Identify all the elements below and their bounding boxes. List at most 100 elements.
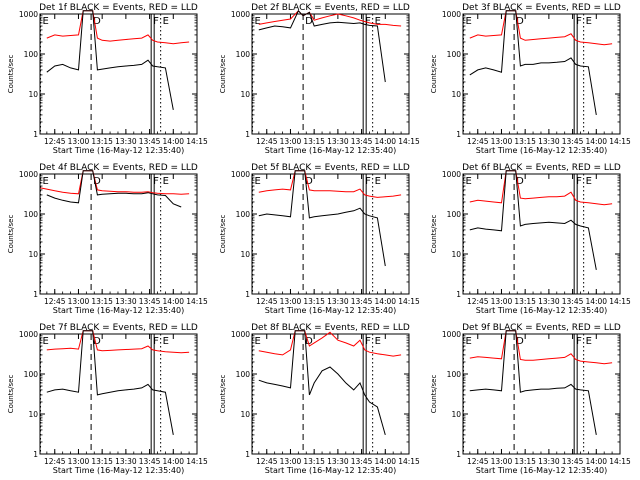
panel-7-xtick-label-1: 13:00 [68, 457, 90, 466]
panel-9-marker-label-3: E [586, 336, 592, 347]
panel-4-xtick-label-5: 14:00 [162, 297, 184, 306]
panel-2-series-black-events [258, 9, 386, 83]
panel-7-ylabel: Counts/sec [7, 375, 15, 414]
panel-8-frame [251, 333, 410, 455]
panel-1-title: Det 1f BLACK = Events, RED = LLD [39, 3, 198, 13]
panel-1-xtick-label-0: 12:45 [44, 137, 66, 146]
panel-1-marker-label-1: D [93, 16, 101, 27]
panel-3-ytick-label-0: 1 [456, 130, 461, 139]
panel-5-ytick-label-2: 100 [236, 210, 251, 219]
panel-6-series-black-events [469, 170, 597, 270]
panel-6-xlabel: Start Time (16-May-12 12:35:40) [476, 306, 607, 315]
panel-4-marker-label-1: D [93, 176, 101, 187]
panel-1-ytick-label-3: 1000 [19, 10, 38, 19]
panel-4-frame [39, 173, 198, 295]
panel-2-ytick-label-1: 10 [240, 90, 250, 99]
panel-5-xtick-label-1: 13:00 [280, 297, 302, 306]
panel-7-frame [39, 333, 198, 455]
panel-1-ytick-label-2: 100 [24, 50, 39, 59]
panel-4-title: Det 4f BLACK = Events, RED = LLD [39, 163, 198, 173]
panel-5-marker-label-1: D [305, 176, 313, 187]
panel-1-xtick-label-3: 13:30 [115, 137, 137, 146]
panel-2-series-red-lld [258, 10, 402, 27]
panel-9-marker-label-2: F [576, 336, 582, 347]
panel-7-marker-label-1: D [93, 336, 101, 347]
panel-9-ytick-label-0: 1 [456, 450, 461, 459]
panel-1-marker-label-2: F [153, 16, 159, 27]
panel-2-xtick-label-3: 13:30 [327, 137, 349, 146]
panel-6-ytick-label-2: 100 [447, 210, 462, 219]
panel-7-ytick-label-0: 1 [33, 450, 38, 459]
panel-8-ytick-label-1: 10 [240, 410, 250, 419]
panel-9-xtick-label-3: 13:30 [538, 457, 560, 466]
panel-3-frame [462, 13, 621, 135]
panel-5-ytick-label-3: 1000 [231, 170, 250, 179]
panel-9-xtick-label-4: 13:45 [562, 457, 584, 466]
panel-7-xtick-label-5: 14:00 [162, 457, 184, 466]
panel-8-xtick-label-3: 13:30 [327, 457, 349, 466]
panel-9-xtick-label-1: 13:00 [491, 457, 513, 466]
panel-8-xtick-label-4: 13:45 [351, 457, 373, 466]
panel-5-xlabel: Start Time (16-May-12 12:35:40) [265, 306, 396, 315]
panel-9-ytick-label-3: 1000 [442, 330, 461, 339]
panel-2-title: Det 2f BLACK = Events, RED = LLD [251, 3, 410, 13]
panel-6-title: Det 6f BLACK = Events, RED = LLD [462, 163, 621, 173]
panel-3-marker-label-3: E [586, 16, 592, 27]
panel-5-title: Det 5f BLACK = Events, RED = LLD [251, 163, 410, 173]
panel-9-series-red-lld [469, 330, 613, 365]
panel-2-ytick-label-2: 100 [236, 50, 251, 59]
panel-4-xtick-label-2: 13:15 [91, 297, 113, 306]
panel-2-marker-label-1: D [305, 16, 313, 27]
panel-7-ytick-label-1: 10 [28, 410, 38, 419]
panel-8-xtick-label-5: 14:00 [374, 457, 396, 466]
panel-8-series-black-events [258, 330, 386, 436]
panel-7-series-black-events [46, 330, 174, 435]
panel-4-ytick-label-0: 1 [33, 290, 38, 299]
panel-5-ylabel: Counts/sec [219, 215, 227, 254]
panel-4-xtick-label-0: 12:45 [44, 297, 66, 306]
panel-7-xtick-label-0: 12:45 [44, 457, 66, 466]
panel-6-ytick-label-1: 10 [451, 250, 461, 259]
panel-2-xtick-label-1: 13:00 [280, 137, 302, 146]
panel-6-ytick-label-0: 1 [456, 290, 461, 299]
panel-8-xtick-label-0: 12:45 [256, 457, 278, 466]
panel-3-series-black-events [469, 10, 597, 115]
panel-8-ytick-label-0: 1 [245, 450, 250, 459]
panel-5-marker-label-0: E [255, 176, 261, 187]
panel-8-title: Det 8f BLACK = Events, RED = LLD [251, 323, 410, 333]
panel-1-marker-label-3: E [163, 16, 169, 27]
panel-2-xtick-label-2: 13:15 [303, 137, 325, 146]
panel-4-marker-label-3: E [163, 176, 169, 187]
panel-5-xtick-label-2: 13:15 [303, 297, 325, 306]
panel-5-series-red-lld [258, 170, 402, 198]
panel-9-xtick-label-2: 13:15 [514, 457, 536, 466]
panel-9-xtick-label-5: 14:00 [585, 457, 607, 466]
panel-9-ylabel: Counts/sec [430, 375, 438, 414]
panel-4-xlabel: Start Time (16-May-12 12:35:40) [53, 306, 184, 315]
panel-9-xtick-label-6: 14:15 [609, 457, 631, 466]
panel-3-xtick-label-6: 14:15 [609, 137, 631, 146]
panel-9-marker-label-1: D [516, 336, 524, 347]
panel-8-marker-label-3: E [375, 336, 381, 347]
panel-3-xtick-label-5: 14:00 [585, 137, 607, 146]
panel-1-xtick-label-2: 13:15 [91, 137, 113, 146]
panel-5-xtick-label-3: 13:30 [327, 297, 349, 306]
panel-9-marker-label-0: E [466, 336, 472, 347]
panel-5-xtick-label-6: 14:15 [398, 297, 420, 306]
panel-5-marker-label-3: E [375, 176, 381, 187]
panel-5-xtick-label-5: 14:00 [374, 297, 396, 306]
panel-6-frame [462, 173, 621, 295]
panel-1-series-black-events [46, 10, 174, 110]
panel-2-ytick-label-3: 1000 [231, 10, 250, 19]
panel-5-xtick-label-4: 13:45 [351, 297, 373, 306]
panel-3-ylabel: Counts/sec [430, 55, 438, 94]
panel-8-ytick-label-3: 1000 [231, 330, 250, 339]
panel-4-xtick-label-4: 13:45 [139, 297, 161, 306]
panel-3-xtick-label-4: 13:45 [562, 137, 584, 146]
panel-3-title: Det 3f BLACK = Events, RED = LLD [462, 3, 621, 13]
panel-1-xtick-label-4: 13:45 [139, 137, 161, 146]
panel-5-frame [251, 173, 410, 295]
panel-8-xtick-label-6: 14:15 [398, 457, 420, 466]
panel-2-xtick-label-6: 14:15 [398, 137, 420, 146]
